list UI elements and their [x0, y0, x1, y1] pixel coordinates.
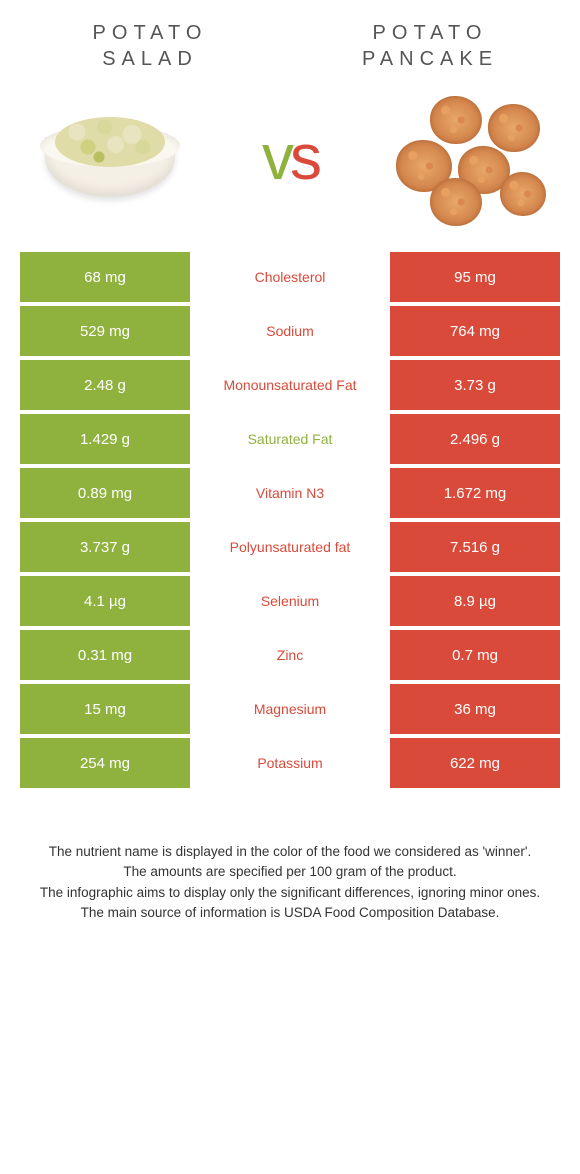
footer-line: The amounts are specified per 100 gram o… — [30, 862, 550, 882]
value-left: 68 mg — [20, 252, 190, 302]
footer-notes: The nutrient name is displayed in the co… — [0, 792, 580, 923]
footer-line: The main source of information is USDA F… — [30, 903, 550, 923]
potato-pancake-icon — [390, 92, 550, 222]
nutrient-label: Saturated Fat — [190, 414, 390, 464]
table-row: 15 mgMagnesium36 mg — [20, 684, 560, 734]
nutrient-label: Selenium — [190, 576, 390, 626]
table-row: 68 mgCholesterol95 mg — [20, 252, 560, 302]
header: Potato salad Potato pancake — [0, 0, 580, 82]
nutrient-label: Sodium — [190, 306, 390, 356]
value-left: 4.1 µg — [20, 576, 190, 626]
value-left: 1.429 g — [20, 414, 190, 464]
value-left: 529 mg — [20, 306, 190, 356]
table-row: 529 mgSodium764 mg — [20, 306, 560, 356]
nutrient-label: Polyunsaturated fat — [190, 522, 390, 572]
value-left: 0.31 mg — [20, 630, 190, 680]
value-right: 95 mg — [390, 252, 560, 302]
table-row: 4.1 µgSelenium8.9 µg — [20, 576, 560, 626]
value-right: 3.73 g — [390, 360, 560, 410]
food-right-image — [390, 92, 550, 222]
value-right: 7.516 g — [390, 522, 560, 572]
potato-salad-icon — [35, 107, 185, 207]
value-right: 0.7 mg — [390, 630, 560, 680]
value-left: 15 mg — [20, 684, 190, 734]
nutrient-label: Cholesterol — [190, 252, 390, 302]
footer-line: The nutrient name is displayed in the co… — [30, 842, 550, 862]
nutrient-label: Monounsaturated Fat — [190, 360, 390, 410]
value-right: 622 mg — [390, 738, 560, 788]
value-left: 0.89 mg — [20, 468, 190, 518]
value-right: 2.496 g — [390, 414, 560, 464]
table-row: 254 mgPotassium622 mg — [20, 738, 560, 788]
table-row: 0.31 mgZinc0.7 mg — [20, 630, 560, 680]
table-row: 1.429 gSaturated Fat2.496 g — [20, 414, 560, 464]
footer-line: The infographic aims to display only the… — [30, 883, 550, 903]
food-right-title: Potato pancake — [330, 20, 530, 72]
nutrient-label: Potassium — [190, 738, 390, 788]
value-left: 2.48 g — [20, 360, 190, 410]
nutrient-label: Magnesium — [190, 684, 390, 734]
comparison-table: 68 mgCholesterol95 mg529 mgSodium764 mg2… — [0, 252, 580, 788]
table-row: 0.89 mgVitamin N31.672 mg — [20, 468, 560, 518]
food-left-image — [30, 92, 190, 222]
value-right: 36 mg — [390, 684, 560, 734]
nutrient-label: Vitamin N3 — [190, 468, 390, 518]
food-left-title: Potato salad — [50, 20, 250, 72]
nutrient-label: Zinc — [190, 630, 390, 680]
value-right: 1.672 mg — [390, 468, 560, 518]
table-row: 2.48 gMonounsaturated Fat3.73 g — [20, 360, 560, 410]
table-row: 3.737 gPolyunsaturated fat7.516 g — [20, 522, 560, 572]
hero-row: vs — [0, 82, 580, 252]
vs-label: vs — [262, 120, 318, 194]
value-right: 8.9 µg — [390, 576, 560, 626]
value-right: 764 mg — [390, 306, 560, 356]
value-left: 254 mg — [20, 738, 190, 788]
value-left: 3.737 g — [20, 522, 190, 572]
